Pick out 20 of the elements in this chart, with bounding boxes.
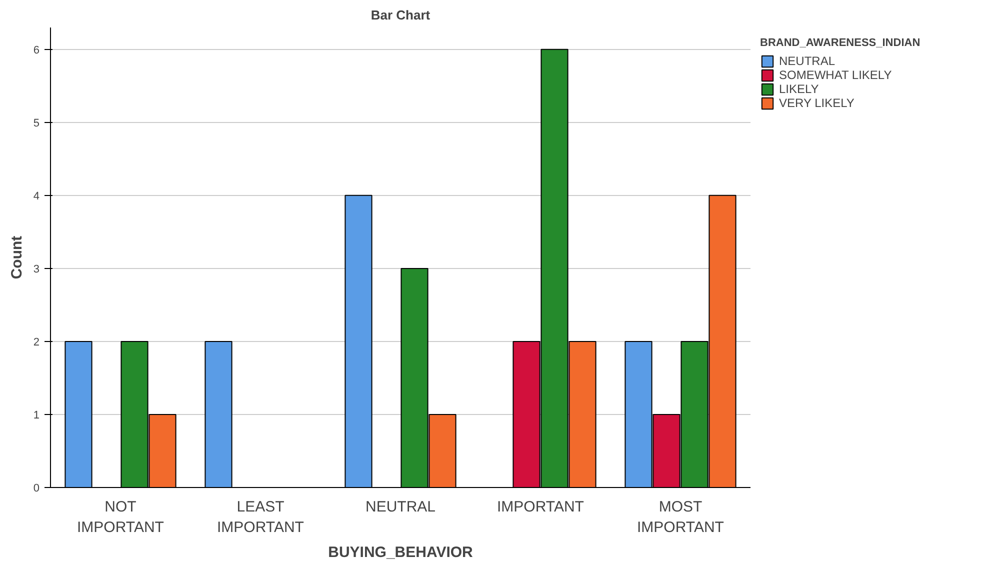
legend-title: BRAND_AWARENESS_INDIAN [760, 37, 920, 49]
x-tick-label: NEUTRAL [365, 498, 436, 516]
x-axis-title: BUYING_BEHAVIOR [328, 544, 474, 561]
y-tick-label: 5 [33, 117, 40, 130]
x-tick-label: NOT IMPORTANT [77, 498, 164, 536]
y-tick-label: 2 [33, 336, 40, 348]
legend-label: LIKELY [779, 82, 819, 96]
y-tick-label: 1 [33, 409, 40, 422]
x-tick-label: MOST IMPORTANT [637, 498, 724, 536]
y-axis-title: Count [8, 236, 26, 280]
legend-label: VERY LIKELY [779, 96, 854, 110]
legend-label: SOMEWHAT LIKELY [779, 68, 892, 82]
y-tick-label: 6 [33, 44, 40, 56]
y-tick-label: 0 [33, 482, 40, 494]
x-tick-label: LEAST IMPORTANT [217, 498, 304, 536]
y-tick-label: 4 [33, 190, 40, 202]
legend-label: NEUTRAL [779, 54, 836, 68]
chart-title: Bar Chart [370, 8, 431, 22]
y-tick-label: 3 [33, 263, 40, 276]
x-tick-label: IMPORTANT [497, 498, 584, 516]
